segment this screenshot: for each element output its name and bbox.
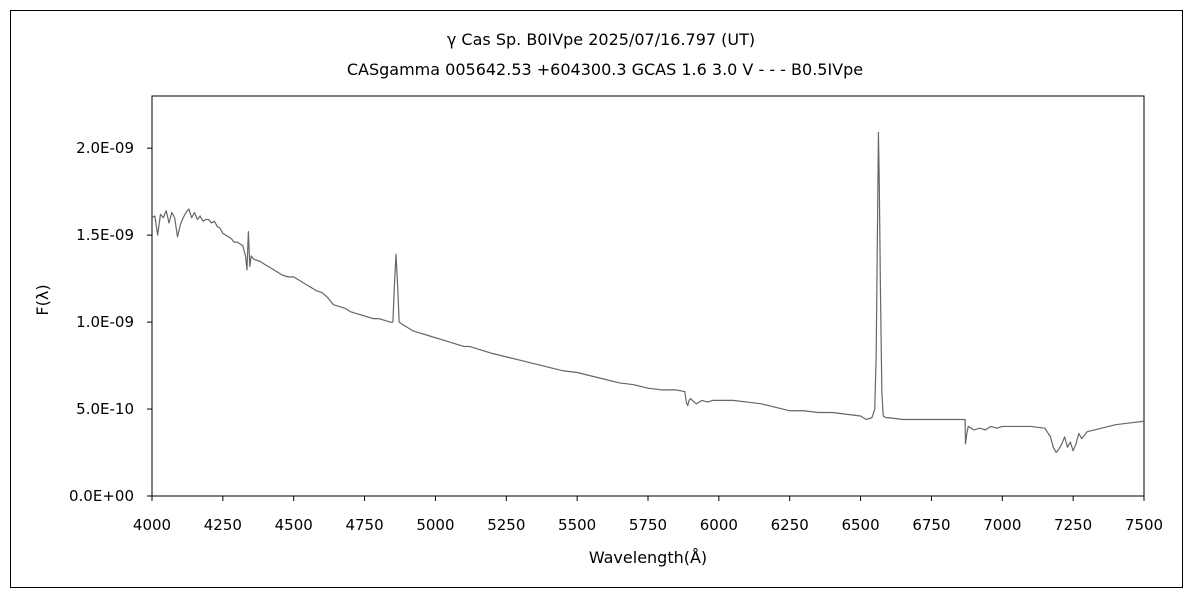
x-tick-label: 7000 — [983, 516, 1021, 534]
x-tick-label: 7500 — [1125, 516, 1163, 534]
y-axis-label: F(λ) — [33, 284, 52, 315]
x-axis-label: Wavelength(Å) — [589, 548, 707, 567]
x-tick-label: 4750 — [345, 516, 383, 534]
x-tick-label: 4000 — [133, 516, 171, 534]
x-tick-label: 5500 — [558, 516, 596, 534]
x-tick-label: 6250 — [771, 516, 809, 534]
x-tick-label: 5000 — [416, 516, 454, 534]
y-tick-label: 0.0E+00 — [69, 487, 134, 505]
chart-frame — [10, 10, 1183, 588]
x-tick-label: 4500 — [275, 516, 313, 534]
x-tick-label: 7250 — [1054, 516, 1092, 534]
y-tick-label: 1.0E-09 — [76, 313, 134, 331]
x-tick-label: 6000 — [700, 516, 738, 534]
spectrum-series-line-0 — [151, 131, 1145, 454]
chart-title: γ Cas Sp. B0IVpe 2025/07/16.797 (UT) — [447, 30, 755, 49]
y-axis-ticks: 0.0E+00 5.0E-10 1.0E-09 1.5E-09 2.0E-09 — [69, 139, 152, 505]
y-tick-label: 2.0E-09 — [76, 139, 134, 157]
y-tick-label: 5.0E-10 — [76, 400, 134, 418]
plot-area — [151, 95, 1145, 497]
x-tick-label: 5750 — [629, 516, 667, 534]
x-axis-ticks: 4000 4250 4500 4750 5000 5250 5500 5750 6000 6250… — [133, 496, 1163, 534]
x-tick-label: 6750 — [912, 516, 950, 534]
series-layer — [151, 131, 1145, 454]
chart-subtitle: CASgamma 005642.53 +604300.3 GCAS 1.6 3.… — [347, 60, 863, 79]
x-tick-label: 4250 — [204, 516, 242, 534]
x-tick-label: 5250 — [487, 516, 525, 534]
x-tick-label: 6500 — [841, 516, 879, 534]
y-tick-label: 1.5E-09 — [76, 226, 134, 244]
